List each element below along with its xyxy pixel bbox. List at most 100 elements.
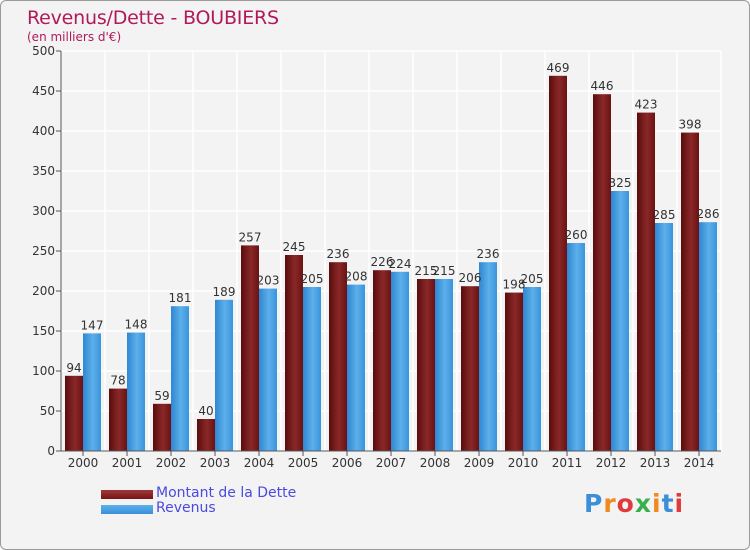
bar-revenue — [479, 262, 497, 451]
data-label-debt: 94 — [66, 361, 81, 375]
legend-swatch-revenue — [101, 505, 153, 514]
legend-label-revenue: Revenus — [156, 500, 216, 516]
bar-debt — [153, 403, 171, 451]
logo-letter: x — [634, 489, 652, 518]
y-tick-label: 250 — [32, 244, 55, 258]
bar-revenue — [83, 333, 101, 451]
bar-debt — [329, 262, 347, 451]
data-label-debt: 446 — [591, 79, 614, 93]
bar-debt — [681, 132, 699, 451]
logo-letter: o — [616, 489, 635, 518]
y-tick-label: 150 — [32, 324, 55, 338]
bar-debt — [417, 279, 435, 451]
bar-revenue — [127, 332, 145, 451]
chart-subtitle: (en milliers d'€) — [27, 30, 122, 44]
bar-debt — [505, 292, 523, 451]
bar-debt — [285, 255, 303, 451]
bar-revenue — [611, 191, 629, 451]
y-tick-label: 350 — [32, 164, 55, 178]
logo-letter: t — [661, 489, 675, 518]
x-tick-label: 2008 — [420, 456, 451, 470]
y-tick-label: 200 — [32, 284, 55, 298]
x-tick-label: 2004 — [244, 456, 275, 470]
y-tick-label: 100 — [32, 364, 55, 378]
y-tick-label: 500 — [32, 44, 55, 58]
x-tick-label: 2013 — [640, 456, 671, 470]
x-tick-label: 2005 — [288, 456, 319, 470]
bar-revenue — [699, 222, 717, 451]
bar-debt — [241, 245, 259, 451]
data-label-revenue: 148 — [125, 318, 148, 332]
x-tick-label: 2001 — [112, 456, 143, 470]
bar-revenue — [215, 299, 233, 451]
data-label-debt: 469 — [547, 61, 570, 75]
bar-debt — [65, 375, 83, 451]
data-label-revenue: 205 — [521, 272, 544, 286]
data-label-debt: 423 — [635, 98, 658, 112]
data-label-revenue: 286 — [697, 207, 720, 221]
data-label-debt: 206 — [459, 271, 482, 285]
chart-title: Revenus/Dette - BOUBIERS — [27, 7, 279, 29]
data-label-revenue: 215 — [433, 264, 456, 278]
data-label-revenue: 203 — [257, 274, 280, 288]
data-label-revenue: 189 — [213, 285, 236, 299]
x-tick-label: 2000 — [68, 456, 99, 470]
y-tick-label: 0 — [47, 444, 55, 458]
x-tick-label: 2012 — [596, 456, 627, 470]
logo-letter: r — [603, 489, 617, 518]
data-label-revenue: 224 — [389, 257, 412, 271]
data-label-revenue: 236 — [477, 247, 500, 261]
x-tick-label: 2007 — [376, 456, 407, 470]
data-label-debt: 40 — [198, 404, 213, 418]
bar-revenue — [303, 287, 321, 451]
x-tick-label: 2014 — [684, 456, 715, 470]
bar-revenue — [347, 284, 365, 451]
logo-letter: P — [584, 489, 604, 518]
bar-revenue — [523, 287, 541, 451]
x-tick-label: 2006 — [332, 456, 363, 470]
data-label-debt: 78 — [110, 374, 125, 388]
y-tick-label: 400 — [32, 124, 55, 138]
data-label-debt: 226 — [371, 255, 394, 269]
x-tick-label: 2009 — [464, 456, 495, 470]
data-label-revenue: 325 — [609, 176, 632, 190]
y-tick-label: 50 — [40, 404, 55, 418]
data-label-revenue: 285 — [653, 208, 676, 222]
data-label-debt: 198 — [503, 278, 526, 292]
bar-debt — [373, 270, 391, 451]
data-label-revenue: 260 — [565, 228, 588, 242]
bar-revenue — [259, 288, 277, 451]
legend-label-debt: Montant de la Dette — [156, 485, 297, 501]
data-label-debt: 215 — [415, 264, 438, 278]
y-tick-label: 450 — [32, 84, 55, 98]
proxiti-logo: Proxiti — [584, 489, 684, 518]
data-label-revenue: 205 — [301, 272, 324, 286]
bar-revenue — [391, 271, 409, 451]
bar-debt — [197, 419, 215, 451]
logo-letter: i — [652, 489, 662, 518]
legend-swatch-debt — [101, 490, 153, 499]
data-label-debt: 236 — [327, 247, 350, 261]
data-label-revenue: 147 — [81, 318, 104, 332]
bar-debt — [593, 94, 611, 451]
y-tick-label: 300 — [32, 204, 55, 218]
bar-revenue — [655, 223, 673, 451]
x-tick-label: 2011 — [552, 456, 583, 470]
data-label-revenue: 208 — [345, 270, 368, 284]
bar-debt — [549, 75, 567, 452]
x-tick-label: 2003 — [200, 456, 231, 470]
data-label-debt: 257 — [239, 230, 262, 244]
bar-revenue — [171, 306, 189, 451]
data-label-debt: 245 — [283, 240, 306, 254]
bar-debt — [109, 388, 127, 451]
x-tick-label: 2010 — [508, 456, 539, 470]
data-label-debt: 398 — [679, 118, 702, 132]
data-label-revenue: 181 — [169, 291, 192, 305]
logo-letter: i — [674, 489, 685, 518]
bar-revenue — [435, 279, 453, 451]
bar-debt — [461, 286, 479, 451]
data-label-debt: 59 — [154, 389, 169, 403]
bar-revenue — [567, 243, 585, 451]
